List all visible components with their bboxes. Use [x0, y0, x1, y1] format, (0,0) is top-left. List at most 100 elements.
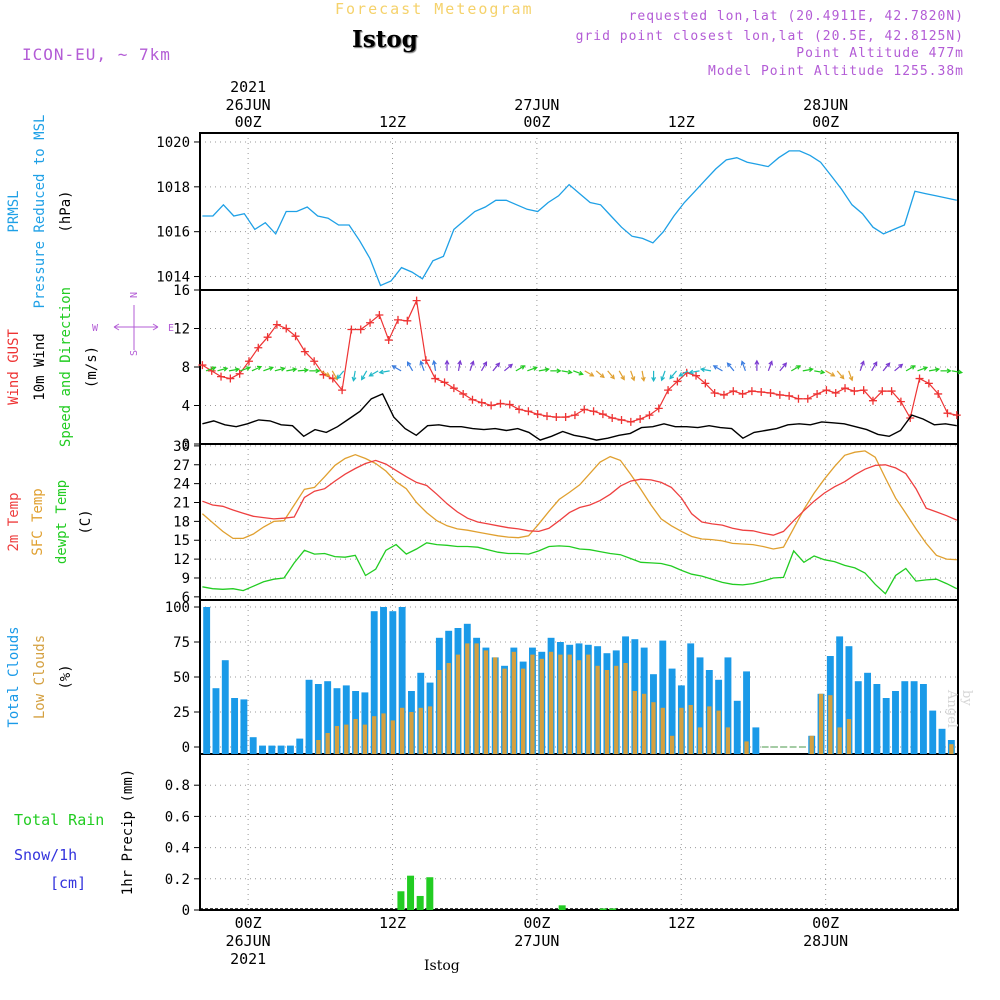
wind-direction-arrow — [297, 367, 310, 373]
wind-arrow-shaft — [779, 362, 787, 372]
low-cloud-bar — [660, 707, 665, 754]
wind-arrow-head — [669, 374, 675, 380]
wind-direction-arrow — [740, 360, 746, 372]
panel-pressure: 1014 1016 1018 1020 PRMSL Pressure Reduced to… — [6, 115, 959, 308]
wind-arrow-shaft — [618, 370, 625, 380]
wind-direction-arrow — [361, 370, 368, 381]
wind-arrow-shaft — [457, 360, 461, 371]
wind-direction-arrow — [286, 367, 298, 373]
y-axis-label: (hPa) — [58, 190, 74, 232]
panel-temperature: 6 9 12 15 18 21 24 27 30 2m Temp SFC Temp dewpt Tem… — [6, 439, 959, 606]
gust-marker — [254, 343, 263, 352]
wind-direction-arrow — [688, 369, 700, 375]
y-tick-label: 9 — [182, 571, 190, 587]
wind-arrow-shaft — [240, 366, 251, 372]
wind-arrow-head — [820, 369, 826, 375]
wind-direction-arrow — [431, 359, 437, 371]
low-cloud-bar — [595, 665, 600, 754]
legend-total-rain: Total Rain — [14, 811, 104, 829]
wind-arrow-head — [578, 370, 584, 376]
wind-direction-arrow — [263, 366, 274, 372]
wind-arrow-shaft — [928, 368, 939, 372]
total-cloud-bar — [231, 698, 239, 754]
gust-marker — [310, 357, 319, 366]
gust-marker — [393, 315, 402, 324]
gust-marker — [859, 386, 868, 395]
gust-marker — [524, 407, 533, 416]
y-tick-label: 0.2 — [165, 872, 190, 888]
wind-arrow-shaft — [331, 370, 338, 380]
gust-marker — [850, 387, 859, 396]
wind-direction-arrow — [406, 361, 414, 372]
wind-direction-arrow — [951, 369, 964, 375]
gust-marker — [915, 374, 924, 383]
low-cloud-bar — [949, 744, 954, 754]
gust-marker — [421, 356, 430, 365]
wind-arrow-head — [444, 359, 450, 365]
wind-arrow-shaft — [274, 367, 285, 372]
total-cloud-bar — [882, 698, 890, 754]
bottom-year-label: 2021 — [230, 950, 266, 968]
gust-marker — [608, 414, 617, 423]
low-cloud-bar — [679, 707, 684, 754]
wind-arrow-head — [419, 360, 425, 366]
low-cloud-bar — [623, 663, 628, 754]
panel-clouds: 0 25 50 75 100 Total Clouds Low Clouds (%) — [6, 599, 959, 756]
y-axis-label: (C) — [78, 509, 94, 534]
total-cloud-bar — [380, 607, 387, 754]
wind-arrow-head — [325, 372, 331, 377]
top-time-label: 00Z — [235, 113, 262, 131]
wind-arrow-head — [946, 368, 952, 374]
wind-arrow-shaft — [825, 370, 835, 377]
y-tick-label: 15 — [173, 533, 190, 549]
total-cloud-bar — [268, 745, 276, 754]
wind-direction-arrow — [754, 359, 760, 371]
total-cloud-bar — [873, 684, 881, 754]
grid-point-location: grid point closest lon,lat (20.5E, 42.81… — [575, 29, 964, 44]
compass-legend: N S W E — [92, 292, 174, 356]
wind-direction-arrow — [240, 366, 252, 372]
wind-arrow-shaft — [263, 366, 274, 372]
gust-marker — [747, 387, 756, 396]
wind-arrow-head — [740, 360, 746, 366]
wind-arrow-head — [808, 367, 814, 373]
rain-bar — [426, 877, 434, 910]
low-cloud-bar — [381, 713, 386, 754]
wind-arrow-head — [482, 361, 488, 367]
panel-frame — [199, 289, 959, 445]
wind-arrow-shaft — [217, 367, 228, 372]
y-tick-label: 0 — [182, 903, 190, 919]
wind-direction-arrow — [712, 365, 723, 372]
y-axis-label: Wind GUST — [6, 329, 22, 405]
low-cloud-bar — [725, 727, 731, 754]
total-cloud-bar — [901, 681, 909, 754]
y-tick-label: 1020 — [156, 135, 190, 151]
wind-arrow-head — [640, 376, 646, 382]
wind-arrow-shaft — [859, 361, 865, 372]
wind-arrow-head — [898, 363, 904, 369]
gust-marker — [785, 391, 794, 400]
y-tick-label: 12 — [173, 552, 190, 568]
low-cloud-bar — [688, 705, 693, 754]
wind-arrow-head — [544, 367, 550, 373]
wind-arrow-shaft — [469, 361, 474, 372]
gust-marker — [636, 414, 645, 423]
low-cloud-bar — [828, 695, 833, 754]
y-tick-label: 21 — [173, 496, 190, 512]
y-axis-label: 10m Wind — [32, 333, 48, 400]
wind-arrow-shaft — [741, 361, 746, 372]
wind-direction-arrow — [251, 365, 263, 372]
gust-marker — [226, 374, 235, 383]
total-cloud-bar — [854, 681, 862, 754]
gust-marker — [887, 387, 896, 396]
gust-marker — [543, 412, 552, 421]
wind-arrow-shaft — [791, 365, 801, 372]
top-time-label: 12Z — [379, 113, 406, 131]
wind-arrow-shaft — [492, 362, 500, 372]
total-cloud-bar — [687, 643, 695, 754]
gust-marker — [496, 399, 505, 408]
low-cloud-bar — [325, 733, 330, 754]
wind-arrow-head — [630, 376, 636, 382]
gust-marker — [291, 332, 300, 341]
low-cloud-bar — [446, 663, 451, 754]
